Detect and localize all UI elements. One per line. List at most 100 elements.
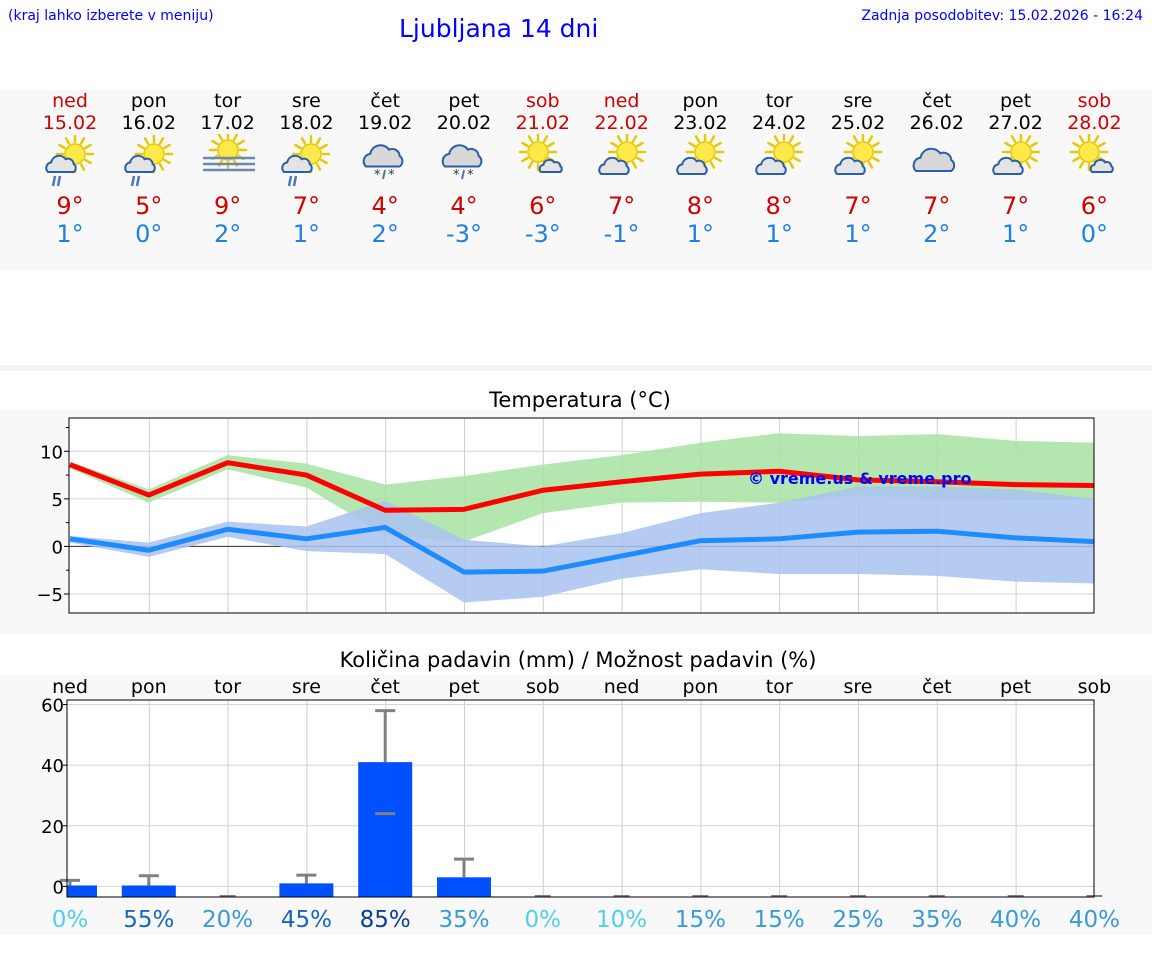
- sun-cloud-rain-icon: [124, 134, 174, 187]
- cloud-sleet-icon: * *: [441, 144, 483, 183]
- day-date: 26.02: [909, 112, 964, 134]
- min-temperature: 0°: [1080, 220, 1109, 248]
- precipitation-probability: 35%: [911, 907, 962, 933]
- max-temperature: 7°: [1001, 192, 1030, 220]
- day-date: 21.02: [515, 112, 570, 134]
- day-column: pon 23.02 8° 1°: [662, 90, 738, 248]
- cloud-sleet-icon: * *: [441, 144, 483, 183]
- weather-icon-slot: [987, 132, 1045, 192]
- min-temperature-range-band: [70, 486, 1095, 603]
- section-divider: [0, 365, 1152, 371]
- min-temperature: 1°: [1001, 220, 1030, 248]
- day-name: ned: [603, 90, 640, 112]
- day-axis-label: ned: [52, 676, 88, 698]
- max-temperature: 6°: [529, 192, 557, 220]
- sun-cloud-icon: [755, 132, 804, 175]
- sun-cloud-icon: [676, 132, 725, 175]
- max-temperature: 5°: [135, 192, 163, 220]
- precipitation-probability: 0%: [525, 907, 562, 933]
- min-temperature: 1°: [686, 220, 715, 248]
- watermark: © vreme.us & vreme.pro: [748, 469, 971, 488]
- sun-cloud-rain-icon: [281, 134, 331, 187]
- sun-cloud-rain-icon: [45, 134, 95, 187]
- max-temperature: 7°: [923, 192, 951, 220]
- day-name: sre: [291, 90, 321, 112]
- day-date: 24.02: [751, 112, 807, 134]
- max-temperature: 6°: [1080, 192, 1109, 220]
- max-temperature: 8°: [765, 192, 793, 220]
- weather-icon-slot: [1065, 132, 1123, 192]
- y-tick-label: −5: [36, 585, 63, 606]
- max-temperature: 9°: [213, 192, 242, 220]
- cloud-icon: [912, 147, 955, 172]
- svg-text:*: *: [374, 168, 381, 183]
- weather-icon-slot: [593, 132, 651, 192]
- sun-small-cloud-icon: [1070, 132, 1115, 173]
- min-temperature: 0°: [135, 220, 163, 248]
- y-tick-label: 0: [53, 877, 64, 898]
- precipitation-probability: 25%: [832, 907, 883, 933]
- weather-icon-slot: [908, 134, 966, 192]
- day-name: čet: [370, 90, 400, 112]
- day-name: sre: [843, 90, 873, 112]
- weather-icon-slot: [277, 134, 335, 192]
- day-name: tor: [765, 90, 793, 112]
- cloud-sleet-icon: * *: [362, 144, 404, 183]
- day-name: čet: [922, 90, 952, 112]
- precipitation-probability: 10%: [596, 907, 647, 933]
- day-column: tor 24.02 8° 1°: [741, 90, 817, 248]
- day-column: sre 25.02 7° 1°: [820, 90, 896, 248]
- y-tick-label: 20: [41, 817, 64, 838]
- day-axis-label: čet: [922, 676, 952, 698]
- sun-fog-icon: [202, 130, 255, 172]
- day-column: pon 16.02 5° 0°: [111, 90, 187, 248]
- day-axis-label: pon: [131, 676, 167, 698]
- weather-icon-slot: [199, 130, 257, 192]
- sun-cloud-icon: [755, 132, 804, 175]
- min-temperature: 1°: [56, 220, 84, 248]
- day-axis-label: sob: [526, 676, 560, 698]
- weather-icon-slot: * *: [356, 134, 414, 192]
- sun-fog-icon: [202, 130, 255, 172]
- sun-cloud-rain-icon: [281, 134, 331, 187]
- day-date: 18.02: [279, 112, 334, 134]
- weather-icon-slot: * *: [435, 134, 493, 192]
- precipitation-probability: 0%: [52, 907, 89, 933]
- day-date: 22.02: [594, 112, 649, 134]
- day-axis-label: pet: [448, 676, 479, 698]
- min-temperature: 1°: [292, 220, 321, 248]
- y-tick-label: 10: [40, 442, 63, 463]
- day-date: 27.02: [988, 112, 1043, 134]
- weather-icon-slot: [829, 132, 887, 192]
- sun-cloud-rain-icon: [45, 134, 95, 187]
- day-date: 23.02: [673, 112, 728, 134]
- precipitation-chart-title: Količina padavin (mm) / Možnost padavin …: [339, 648, 817, 672]
- sun-cloud-icon: [834, 132, 883, 175]
- day-date: 20.02: [436, 112, 492, 134]
- day-column: čet 26.02 7° 2°: [899, 90, 975, 248]
- sun-cloud-icon: [991, 132, 1040, 175]
- min-temperature: -1°: [603, 220, 640, 248]
- day-axis-label: čet: [370, 676, 400, 698]
- precipitation-bar: [121, 885, 176, 897]
- max-temperature: 9°: [56, 192, 84, 220]
- min-temperature: 1°: [765, 220, 793, 248]
- day-name: tor: [214, 90, 242, 112]
- weather-icon-slot: [120, 134, 178, 192]
- precipitation-probability: 40%: [990, 907, 1041, 933]
- weather-icon-slot: [750, 132, 808, 192]
- day-axis-label: tor: [214, 676, 241, 698]
- day-axis-label: sre: [292, 676, 321, 698]
- precipitation-bar: [279, 883, 334, 897]
- daily-forecast-strip: [0, 90, 1152, 270]
- max-temperature: 7°: [844, 192, 872, 220]
- day-column: sre 18.02 7° 1°: [268, 90, 344, 248]
- precipitation-probability: 45%: [281, 907, 332, 933]
- max-temperature: 4°: [450, 192, 478, 220]
- min-temperature: 2°: [213, 220, 242, 248]
- day-name: pon: [130, 90, 167, 112]
- svg-text:*: *: [388, 168, 395, 183]
- day-axis-label: tor: [766, 676, 793, 698]
- day-axis-label: pon: [683, 676, 719, 698]
